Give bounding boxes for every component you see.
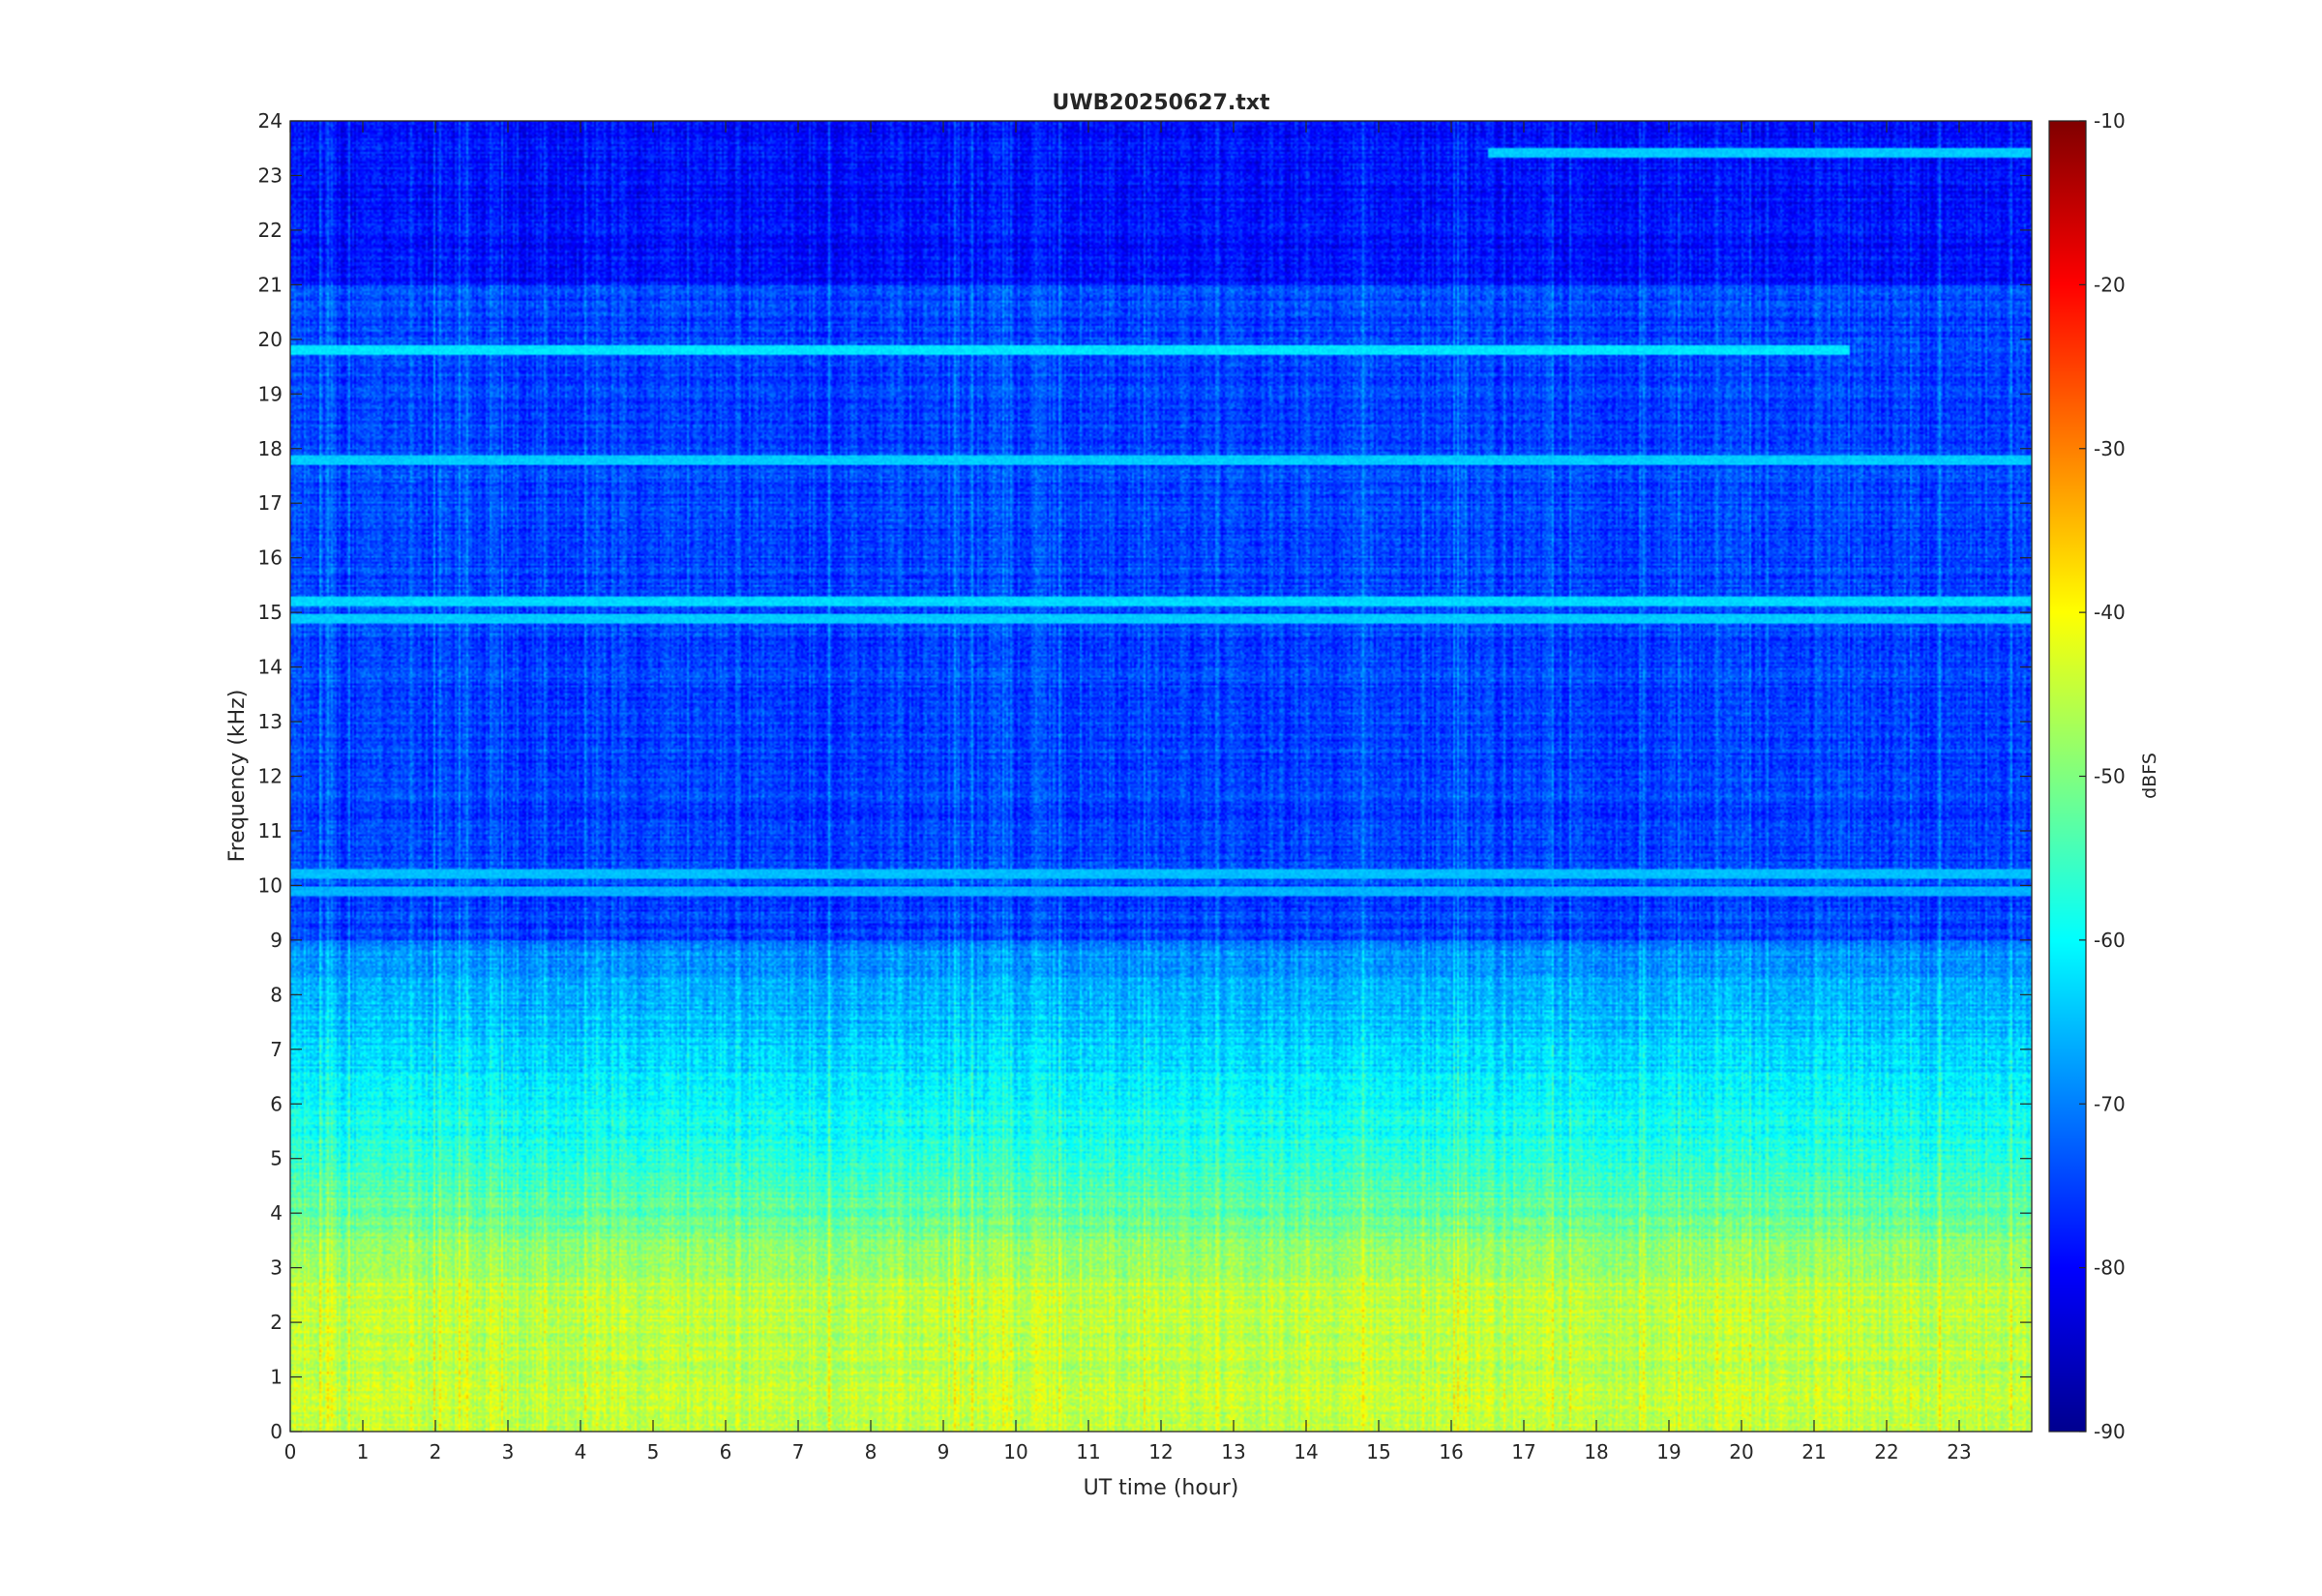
x-tick-label: 13 (1221, 1440, 1245, 1463)
x-tick-label: 4 (575, 1440, 587, 1463)
colorbar-tick-label: -90 (2094, 1420, 2126, 1443)
x-tick-label: 19 (1656, 1440, 1681, 1463)
x-tick-label: 23 (1947, 1440, 1971, 1463)
y-tick-label: 17 (258, 491, 283, 515)
colorbar-label: dBFS (2139, 753, 2160, 799)
x-tick-label: 8 (865, 1440, 878, 1463)
spectrogram-heatmap (290, 121, 2032, 1432)
x-tick-label: 7 (792, 1440, 805, 1463)
y-tick-label: 19 (258, 382, 283, 405)
x-tick-label: 9 (938, 1440, 950, 1463)
y-tick-label: 20 (258, 328, 283, 351)
colorbar-tick-label: -50 (2094, 765, 2126, 788)
colorbar-tick-label: -70 (2094, 1092, 2126, 1115)
y-tick-label: 5 (270, 1147, 283, 1170)
y-tick-label: 12 (258, 765, 283, 788)
x-axis-label: UT time (hour) (1084, 1476, 1239, 1500)
y-axis-label: Frequency (kHz) (225, 690, 250, 863)
x-tick-label: 17 (1511, 1440, 1535, 1463)
y-tick-label: 2 (270, 1311, 283, 1334)
y-tick-label: 14 (258, 656, 283, 679)
x-tick-label: 18 (1584, 1440, 1608, 1463)
x-tick-label: 22 (1874, 1440, 1898, 1463)
y-tick-label: 18 (258, 437, 283, 460)
x-tick-label: 21 (1801, 1440, 1826, 1463)
x-tick-label: 0 (284, 1440, 297, 1463)
y-tick-label: 13 (258, 710, 283, 733)
x-axis-ticks: 0 1 2 3 4 5 6 7 8 9 10 11 12 13 14 15 16 17 18 19 20 21 22 23 (284, 121, 1972, 1463)
x-tick-label: 2 (430, 1440, 442, 1463)
x-tick-label: 20 (1729, 1440, 1753, 1463)
y-tick-label: 15 (258, 601, 283, 624)
colorbar-tick-label: -10 (2094, 109, 2126, 133)
x-tick-label: 1 (357, 1440, 370, 1463)
chart-title: UWB20250627.txt (1053, 91, 1270, 115)
x-tick-label: 14 (1294, 1440, 1318, 1463)
colorbar-tick-label: -20 (2094, 273, 2126, 296)
y-tick-label: 21 (258, 273, 283, 296)
y-tick-label: 22 (258, 219, 283, 242)
y-tick-label: 11 (258, 819, 283, 842)
y-tick-label: 1 (270, 1366, 283, 1389)
colorbar-tick-label: -30 (2094, 437, 2126, 460)
y-tick-label: 9 (270, 929, 283, 952)
plot-area (289, 120, 2033, 1433)
y-tick-label: 0 (270, 1420, 283, 1443)
x-tick-label: 15 (1366, 1440, 1390, 1463)
y-tick-label: 23 (258, 163, 283, 187)
y-tick-label: 16 (258, 547, 283, 570)
y-tick-label: 24 (258, 109, 283, 133)
colorbar-tick-label: -80 (2094, 1256, 2126, 1280)
y-tick-label: 10 (258, 873, 283, 897)
y-tick-label: 6 (270, 1092, 283, 1115)
x-tick-label: 5 (647, 1440, 660, 1463)
y-tick-label: 8 (270, 983, 283, 1006)
y-tick-label: 4 (270, 1201, 283, 1225)
colorbar: -10 -20 -30 -40 -50 -60 -70 -80 -90 dBFS (2048, 109, 2160, 1443)
x-tick-label: 3 (502, 1440, 515, 1463)
colorbar-ticks: -10 -20 -30 -40 -50 -60 -70 -80 -90 (2079, 109, 2126, 1443)
x-tick-label: 10 (1003, 1440, 1027, 1463)
colorbar-tick-label: -40 (2094, 601, 2126, 624)
y-tick-label: 3 (270, 1256, 283, 1280)
colorbar-tick-label: -60 (2094, 929, 2126, 952)
x-tick-label: 16 (1439, 1440, 1463, 1463)
x-tick-label: 11 (1076, 1440, 1100, 1463)
x-tick-label: 12 (1148, 1440, 1173, 1463)
x-tick-label: 6 (720, 1440, 732, 1463)
y-tick-label: 7 (270, 1038, 283, 1061)
